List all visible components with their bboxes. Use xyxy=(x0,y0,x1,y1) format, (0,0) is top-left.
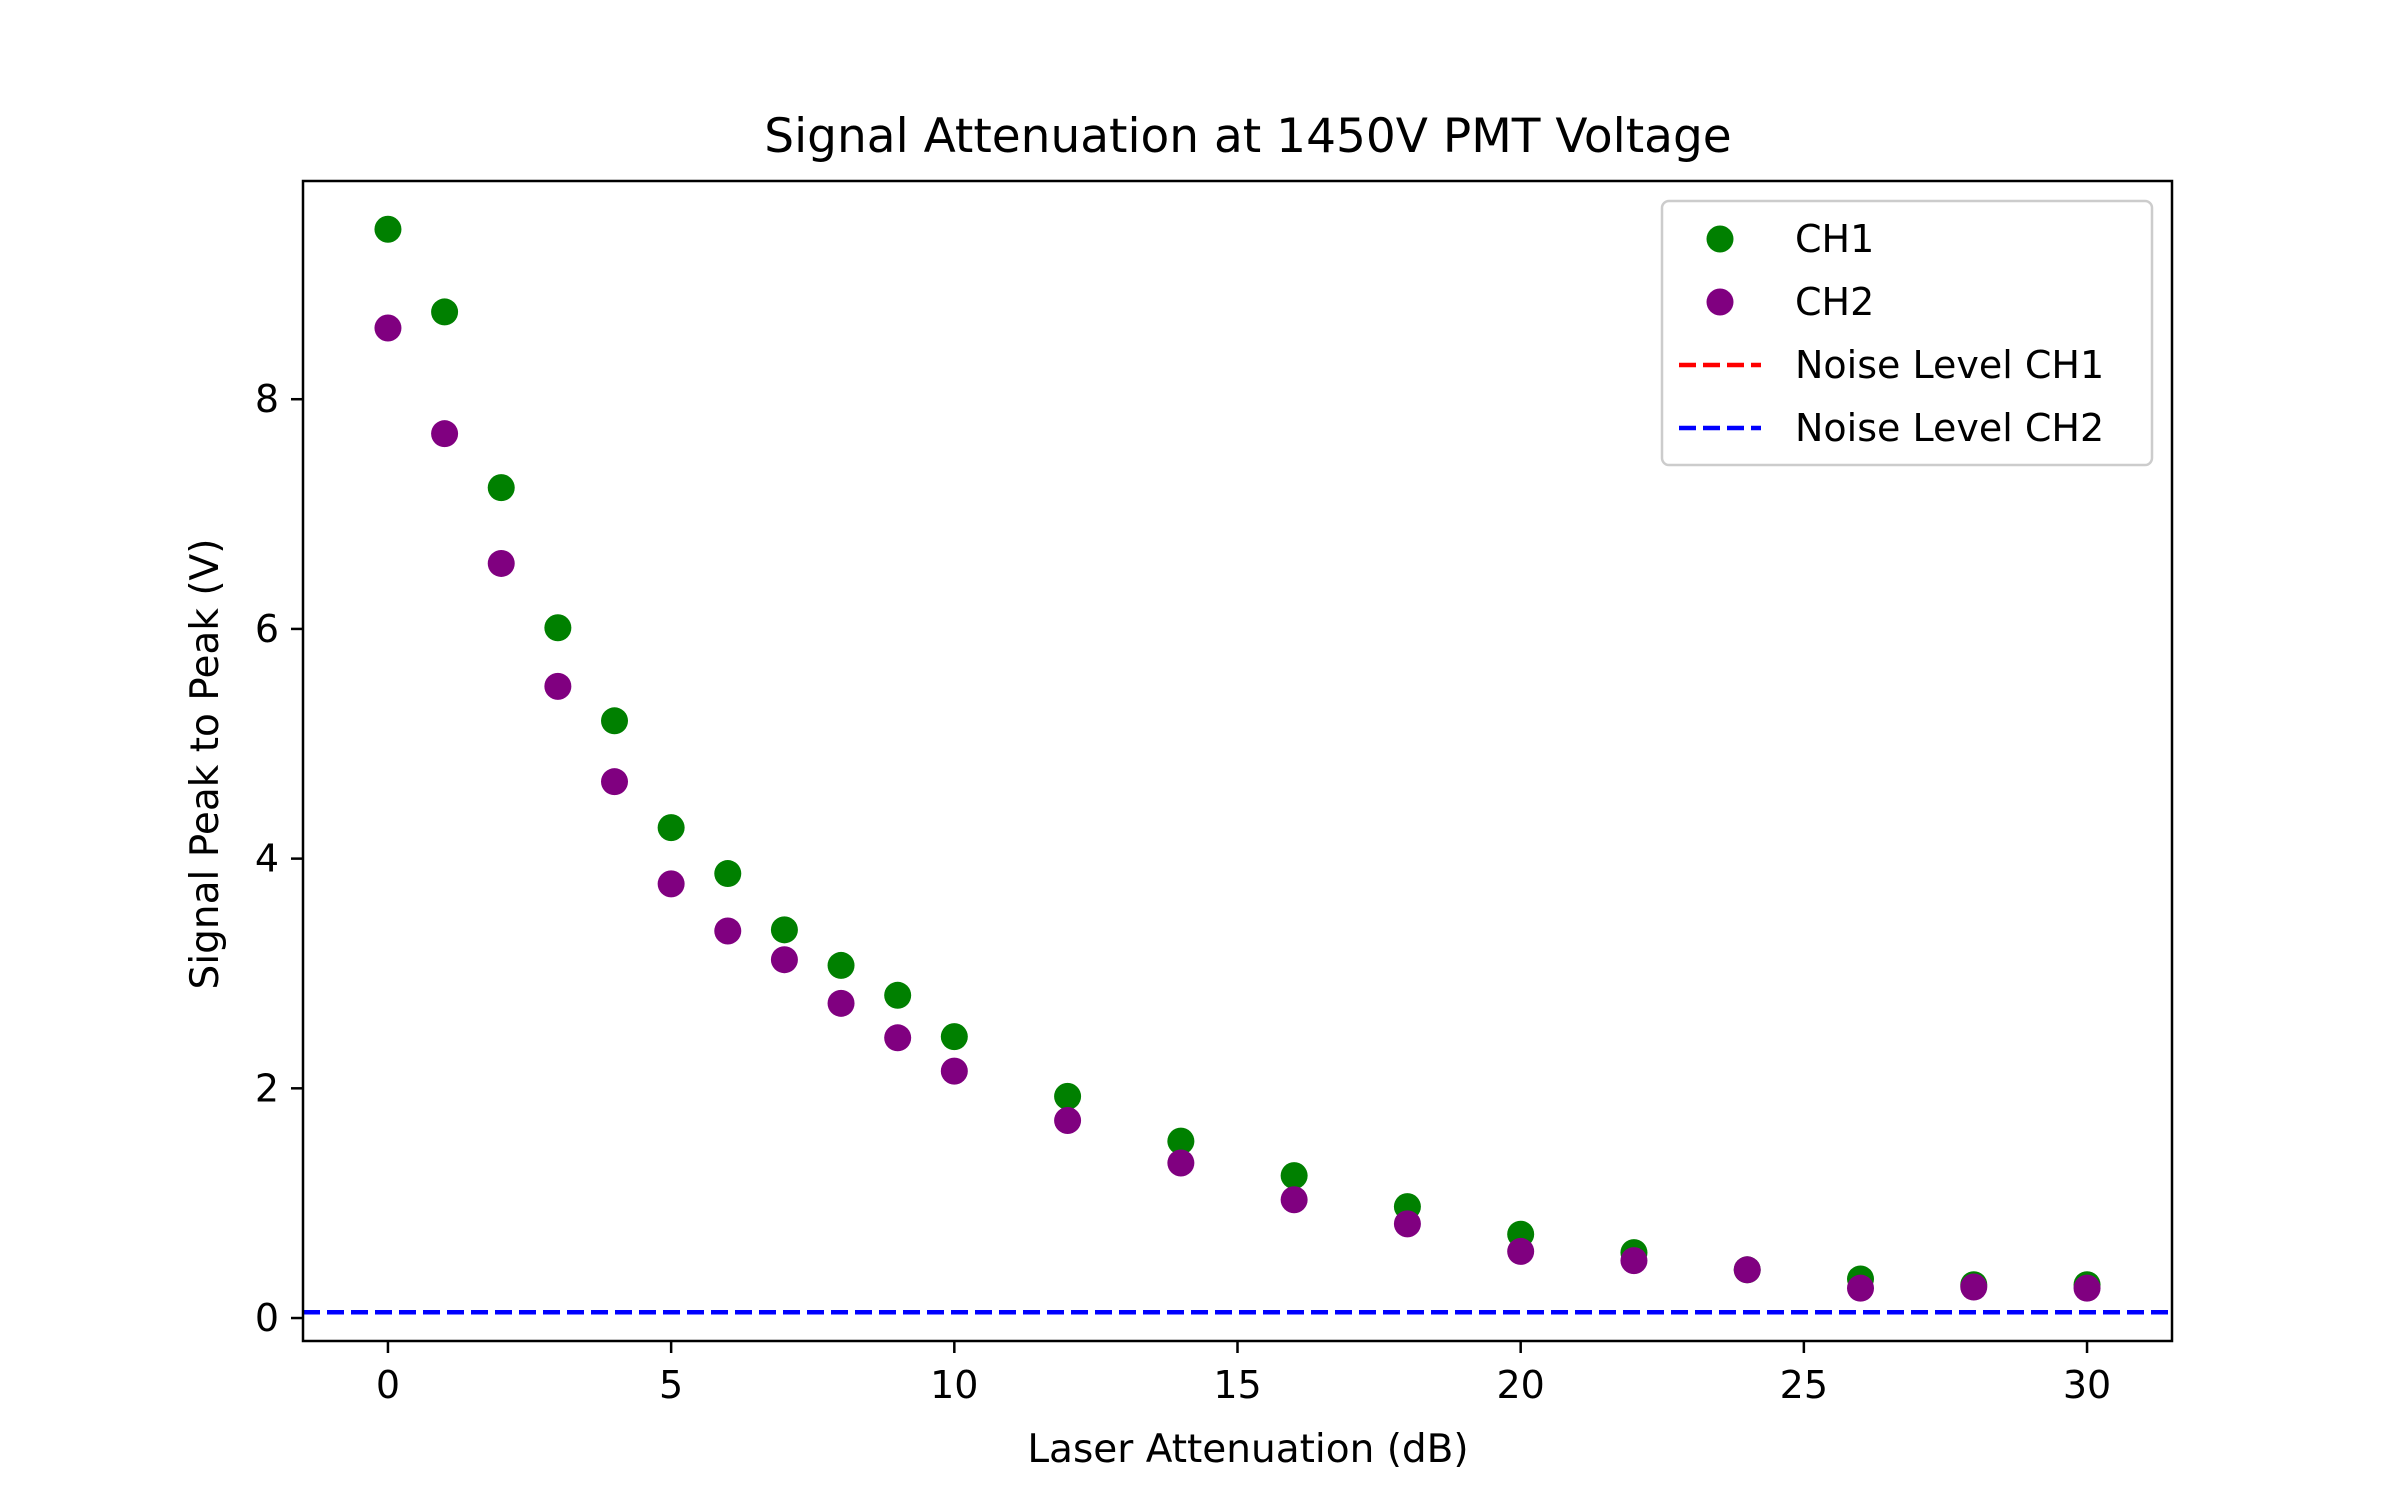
ch2-series xyxy=(374,314,2101,1302)
x-tick-label: 30 xyxy=(2063,1363,2111,1407)
ch2-point xyxy=(714,917,742,945)
legend-marker-ch2 xyxy=(1706,288,1734,316)
x-axis-label: Laser Attenuation (dB) xyxy=(1027,1427,1468,1472)
legend-label: CH1 xyxy=(1795,217,1874,261)
ch2-point xyxy=(544,672,572,700)
ch1-point xyxy=(827,951,855,979)
ch2-point xyxy=(2073,1274,2101,1302)
ch2-point xyxy=(1620,1247,1648,1275)
x-tick-label: 15 xyxy=(1213,1363,1261,1407)
ch2-point xyxy=(940,1057,968,1085)
ch2-point xyxy=(1167,1149,1195,1177)
ch2-point xyxy=(1054,1106,1082,1134)
ch1-point xyxy=(940,1023,968,1051)
x-tick-label: 10 xyxy=(930,1363,978,1407)
y-tick-label: 6 xyxy=(255,607,279,651)
ch1-point xyxy=(601,707,628,735)
ch1-point xyxy=(1054,1082,1082,1110)
ch2-point xyxy=(657,870,685,898)
ch1-point xyxy=(374,215,402,243)
ch1-point xyxy=(770,916,798,944)
ch2-point xyxy=(1280,1186,1308,1214)
ch2-point xyxy=(884,1024,912,1052)
axes: 0 5 10 15 20 25 30 0 2 4 6 8 xyxy=(255,179,2174,1407)
ch2-point xyxy=(1847,1274,1874,1302)
ch1-point xyxy=(657,814,685,842)
ch2-point xyxy=(487,549,515,577)
data-marks xyxy=(303,215,2172,1315)
legend-label: Noise Level CH1 xyxy=(1795,343,2104,387)
legend-marker-ch1 xyxy=(1706,225,1734,253)
ch1-point xyxy=(1167,1127,1195,1155)
ch1-point xyxy=(884,981,912,1009)
x-tick-label: 20 xyxy=(1497,1363,1545,1407)
legend-frame xyxy=(1660,199,2154,467)
y-tick-label: 0 xyxy=(255,1296,279,1340)
x-tick-label: 5 xyxy=(659,1363,683,1407)
ch1-point xyxy=(431,298,459,326)
y-tick-label: 4 xyxy=(255,837,279,881)
ch1-point xyxy=(714,860,742,888)
ch2-point xyxy=(601,768,628,796)
x-tick-label: 0 xyxy=(376,1363,400,1407)
legend: CH1 CH2 Noise Level CH1 Noise Level CH2 xyxy=(1660,199,2154,467)
ch2-point xyxy=(431,420,459,448)
ch2-point xyxy=(1733,1256,1761,1284)
y-tick-label: 8 xyxy=(255,377,279,421)
ch2-point xyxy=(1507,1237,1535,1265)
y-axis-label: Signal Peak to Peak (V) xyxy=(183,539,228,990)
ch1-point xyxy=(1280,1162,1308,1190)
legend-label: Noise Level CH2 xyxy=(1795,406,2104,450)
ch2-point xyxy=(374,314,402,342)
ch1-point xyxy=(487,474,515,502)
ch2-point xyxy=(770,946,798,974)
chart-title: Signal Attenuation at 1450V PMT Voltage xyxy=(764,109,1731,164)
plot-area xyxy=(303,215,2172,1315)
ch2-point xyxy=(1960,1273,1988,1301)
ch2-point xyxy=(827,989,855,1017)
legend-label: CH2 xyxy=(1795,280,1874,324)
ch2-point xyxy=(1393,1210,1421,1238)
x-tick-label: 25 xyxy=(1780,1363,1828,1407)
ch1-point xyxy=(544,614,572,642)
y-tick-label: 2 xyxy=(255,1066,279,1110)
